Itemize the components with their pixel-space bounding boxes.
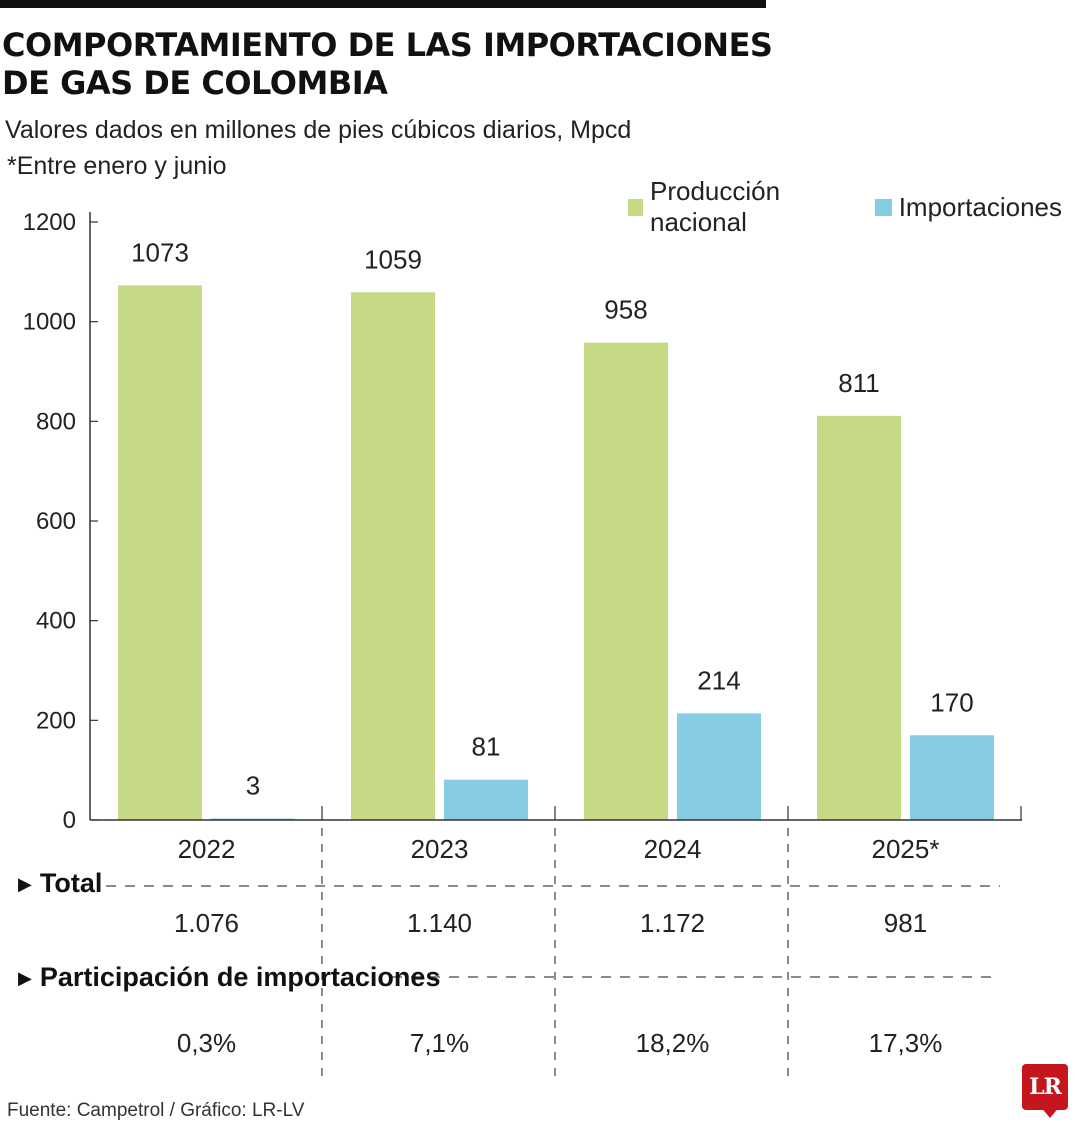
share-value: 0,3% <box>177 1028 236 1058</box>
y-tick-label: 800 <box>36 408 76 435</box>
data-label-produccion: 1059 <box>364 244 422 274</box>
source-credit: Fuente: Campetrol / Gráfico: LR-LV <box>7 1100 305 1121</box>
share-row-label: ▶ Participación de importaciones <box>18 962 440 993</box>
bar-produccion <box>351 292 435 820</box>
legend-swatch-produccion <box>628 198 643 216</box>
legend-item-importaciones: Importaciones <box>874 191 1062 223</box>
x-category-label: 2024 <box>644 834 702 864</box>
y-tick-label: 1200 <box>23 209 76 236</box>
data-label-produccion: 958 <box>604 295 647 325</box>
x-category-label: 2023 <box>411 834 469 864</box>
bar-produccion <box>817 415 901 820</box>
lr-logo: LR <box>1022 1064 1068 1110</box>
chart-title-line-1: COMPORTAMIENTO DE LAS IMPORTACIONES <box>2 26 773 64</box>
total-label-text: Total <box>39 868 103 898</box>
y-tick-label: 400 <box>36 608 76 635</box>
legend-swatch-importaciones <box>874 198 892 216</box>
share-value: 7,1% <box>410 1028 469 1058</box>
data-label-produccion: 811 <box>838 368 879 398</box>
legend-item-produccion: Producción nacional <box>628 176 857 238</box>
chart-title-line-2: DE GAS DE COLOMBIA <box>2 64 388 102</box>
chart-title: COMPORTAMIENTO DE LAS IMPORTACIONES DE G… <box>2 26 802 102</box>
top-rule <box>0 0 766 8</box>
x-category-label: 2022 <box>178 834 236 864</box>
data-label-importaciones: 214 <box>697 665 740 695</box>
share-value: 17,3% <box>869 1028 943 1058</box>
legend-label-importaciones: Importaciones <box>898 191 1062 222</box>
triangle-bullet-icon: ▶ <box>18 968 32 988</box>
chart-subtitle: Valores dados en millones de pies cúbico… <box>5 116 632 144</box>
bar-importaciones <box>677 713 761 820</box>
bar-produccion <box>118 285 202 820</box>
data-label-produccion: 1073 <box>131 237 189 267</box>
bar-produccion <box>584 342 668 820</box>
share-value: 18,2% <box>636 1028 710 1058</box>
y-tick-label: 0 <box>63 807 76 834</box>
data-label-importaciones: 81 <box>472 732 501 762</box>
data-label-importaciones: 3 <box>246 771 260 801</box>
total-value: 1.076 <box>174 908 239 938</box>
lr-logo-tail <box>1040 1106 1060 1118</box>
chart-footnote: *Entre enero y junio <box>7 152 227 180</box>
total-value: 1.140 <box>407 908 472 938</box>
total-row-label: ▶ Total <box>18 868 102 899</box>
data-label-importaciones: 170 <box>930 687 973 717</box>
y-tick-label: 1000 <box>23 309 76 336</box>
legend-label-produccion: Producción nacional <box>650 176 781 237</box>
total-value: 981 <box>884 908 927 938</box>
triangle-bullet-icon: ▶ <box>18 874 32 894</box>
share-label-text: Participación de importaciones <box>39 962 441 992</box>
chart-legend: Producción nacional Importaciones <box>628 176 1080 238</box>
y-tick-label: 600 <box>36 508 76 535</box>
x-category-label: 2025* <box>872 834 940 864</box>
bar-importaciones <box>910 735 994 820</box>
bar-importaciones <box>444 779 528 820</box>
total-value: 1.172 <box>640 908 705 938</box>
y-tick-label: 200 <box>36 707 76 734</box>
